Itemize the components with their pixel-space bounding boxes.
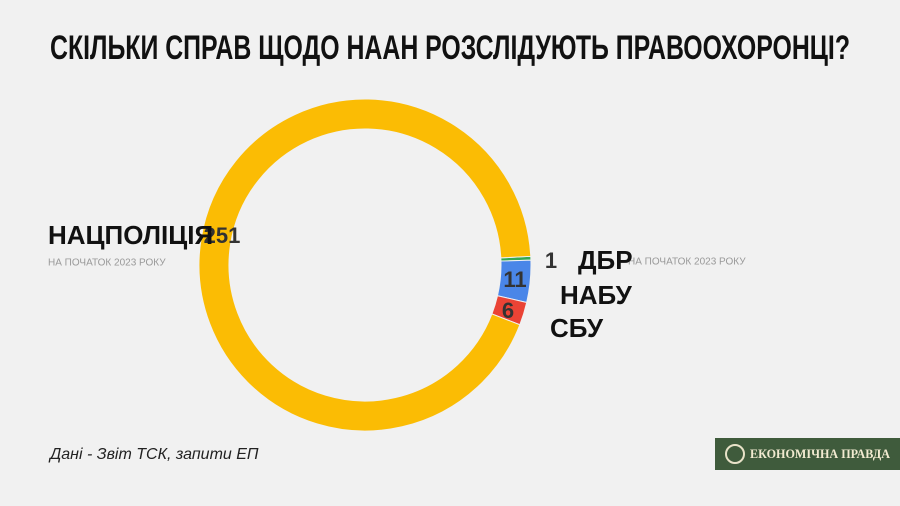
category-label: НАБУ bbox=[560, 280, 633, 310]
category-label: СБУ bbox=[550, 313, 604, 343]
value-label: 251 bbox=[204, 223, 241, 248]
category-label: НАЦПОЛІЦІЯ bbox=[48, 220, 213, 250]
donut-slice bbox=[198, 98, 532, 432]
chart-title: СКІЛЬКИ СПРАВ ЩОДО НААН РОЗСЛІДУЮТЬ ПРАВ… bbox=[50, 29, 850, 67]
subtitle: НА ПОЧАТОК 2023 РОКУ bbox=[48, 258, 166, 269]
value-label: 11 bbox=[503, 267, 526, 292]
source: Дані - Звіт ТСК, запити ЕП bbox=[48, 446, 259, 463]
logo: ЕКОНОМІЧНА ПРАВДА bbox=[715, 438, 900, 470]
value-label: 6 bbox=[502, 298, 514, 323]
value-label: 1 bbox=[545, 248, 557, 273]
logo-text: ЕКОНОМІЧНА ПРАВДА bbox=[750, 446, 891, 461]
category-label: ДБР bbox=[578, 245, 633, 275]
logo-icon bbox=[725, 444, 745, 464]
subtitle: НА ПОЧАТОК 2023 РОКУ bbox=[628, 257, 746, 268]
logo-box bbox=[715, 438, 900, 470]
